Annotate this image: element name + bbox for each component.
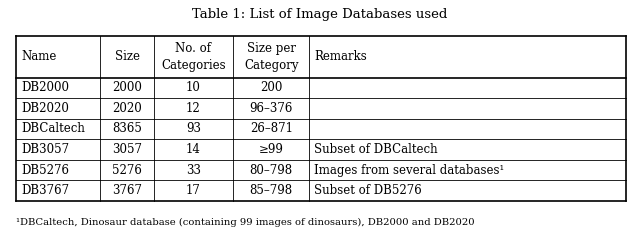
Text: 17: 17 <box>186 184 201 197</box>
Text: 12: 12 <box>186 102 201 115</box>
Text: 2020: 2020 <box>112 102 142 115</box>
Text: DB3057: DB3057 <box>21 143 69 156</box>
Text: Remarks: Remarks <box>314 51 367 63</box>
Text: Images from several databases¹: Images from several databases¹ <box>314 164 505 176</box>
Text: Size: Size <box>115 51 140 63</box>
Text: 200: 200 <box>260 81 282 94</box>
Text: 5276: 5276 <box>112 164 142 176</box>
Text: Name: Name <box>21 51 56 63</box>
Text: DB2020: DB2020 <box>21 102 69 115</box>
Text: 26–871: 26–871 <box>250 122 292 135</box>
Text: 96–376: 96–376 <box>250 102 293 115</box>
Text: DB3767: DB3767 <box>21 184 69 197</box>
Text: 2000: 2000 <box>112 81 142 94</box>
Text: DBCaltech: DBCaltech <box>21 122 85 135</box>
Text: 33: 33 <box>186 164 201 176</box>
Text: Size per
Category: Size per Category <box>244 42 298 72</box>
Text: 10: 10 <box>186 81 201 94</box>
Text: Subset of DBCaltech: Subset of DBCaltech <box>314 143 438 156</box>
Text: DB2000: DB2000 <box>21 81 69 94</box>
Text: 3057: 3057 <box>112 143 142 156</box>
Text: Subset of DB5276: Subset of DB5276 <box>314 184 422 197</box>
Text: 85–798: 85–798 <box>250 184 293 197</box>
Text: 93: 93 <box>186 122 201 135</box>
Text: ¹DBCaltech, Dinosaur database (containing 99 images of dinosaurs), DB2000 and DB: ¹DBCaltech, Dinosaur database (containin… <box>16 218 475 227</box>
Text: 80–798: 80–798 <box>250 164 293 176</box>
Text: 3767: 3767 <box>112 184 142 197</box>
Text: ≥99: ≥99 <box>259 143 284 156</box>
Text: No. of
Categories: No. of Categories <box>161 42 226 72</box>
Text: 8365: 8365 <box>112 122 142 135</box>
Text: DB5276: DB5276 <box>21 164 69 176</box>
Text: Table 1: List of Image Databases used: Table 1: List of Image Databases used <box>192 8 448 21</box>
Text: 14: 14 <box>186 143 201 156</box>
